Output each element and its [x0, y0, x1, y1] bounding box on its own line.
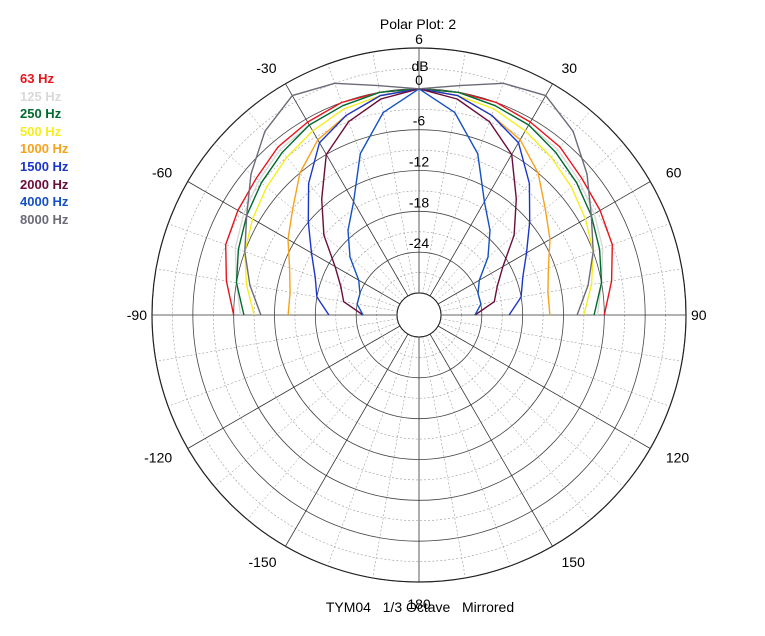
series-line-250-hz: [235, 88, 603, 316]
grid-spoke: [168, 322, 399, 407]
series-line-2000-hz: [321, 88, 517, 316]
legend-item: 500 Hz: [20, 123, 62, 139]
grid-spoke: [187, 181, 401, 305]
series-line-1500-hz: [307, 88, 531, 316]
legend-item: 125 Hz: [20, 88, 62, 104]
legend-item: 1500 Hz: [20, 158, 69, 174]
angle-tick-label: -150: [248, 554, 276, 570]
grid-spoke: [429, 333, 553, 547]
series-line-4000-hz: [347, 88, 491, 316]
grid-spoke: [187, 325, 401, 449]
grid-spoke: [437, 325, 651, 449]
grid-spoke: [247, 110, 406, 299]
angle-tick-label: 150: [562, 554, 586, 570]
grid-spoke: [285, 83, 409, 297]
radial-tick-label: 6: [415, 31, 423, 47]
series-line-63-hz: [225, 88, 613, 316]
legend-item: 2000 Hz: [20, 176, 69, 192]
radial-tick-label: -24: [409, 235, 429, 251]
grid-spoke: [432, 110, 591, 299]
grid-spoke: [435, 328, 624, 487]
legend-item: 63 Hz: [20, 71, 54, 86]
series-layer: [225, 82, 613, 316]
angle-tick-label: -120: [144, 450, 172, 466]
series-line-500-hz: [244, 88, 594, 316]
radial-tick-label: -18: [409, 194, 429, 210]
angle-tick-label: 60: [666, 165, 682, 181]
angle-tick-label: 90: [691, 307, 707, 323]
grid-spoke: [426, 335, 511, 566]
legend-item: 4000 Hz: [20, 194, 69, 210]
grid-spoke: [327, 335, 412, 566]
grid-spoke: [440, 318, 682, 362]
chart-title: Polar Plot: 2: [380, 16, 456, 32]
radial-labels: 6 0 -6 -12 -18 -24: [409, 31, 429, 251]
grid-spoke: [247, 331, 406, 520]
radial-unit-label: dB: [411, 58, 428, 74]
angle-tick-label: 120: [666, 450, 690, 466]
radial-tick-label: -6: [413, 113, 426, 129]
grid-spoke: [437, 181, 651, 305]
legend-item: 8000 Hz: [20, 211, 69, 227]
angle-tick-label: -60: [152, 165, 172, 181]
grid-spoke: [156, 318, 398, 362]
radial-tick-label: 0: [415, 72, 423, 88]
chart-footer: TYM04 1/3 Octave Mirrored: [326, 599, 514, 615]
grid-spoke: [422, 336, 466, 578]
grid-spoke: [285, 333, 409, 547]
radial-tick-label: -12: [409, 154, 429, 170]
inner-ring: [396, 292, 442, 338]
legend: 63 Hz 125 Hz 250 Hz 500 Hz 1000 Hz 1500 Hz 200…: [20, 70, 68, 228]
angle-tick-label: 30: [562, 60, 578, 76]
series-line-8000-hz: [244, 82, 594, 316]
legend-item: 250 Hz: [20, 106, 62, 122]
angle-tick-label: 180: [407, 596, 431, 612]
grid-spoke: [214, 328, 403, 487]
grid-spoke: [429, 83, 553, 297]
grid-spoke: [214, 143, 403, 302]
grid-spoke: [435, 143, 624, 302]
grid-spoke: [372, 336, 416, 578]
grid-spoke: [439, 322, 670, 407]
angle-tick-label: -30: [256, 60, 276, 76]
grid-spoke: [432, 331, 591, 520]
angle-tick-label: -90: [127, 307, 147, 323]
legend-item: 1000 Hz: [20, 141, 69, 157]
